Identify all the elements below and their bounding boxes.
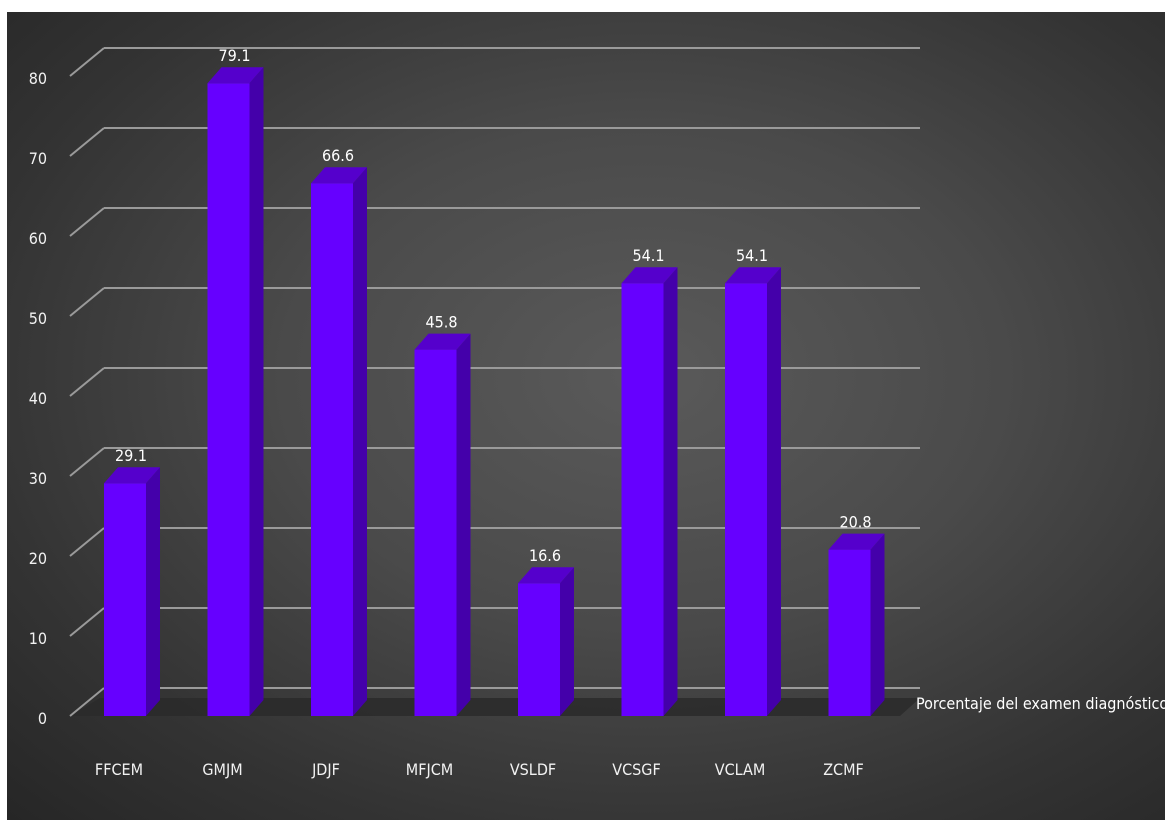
bar-top (518, 567, 574, 584)
bar-side (353, 167, 367, 716)
gridline-diagonal (69, 607, 105, 637)
bar-front (621, 283, 664, 716)
chart-floor (70, 698, 920, 716)
bar (518, 567, 574, 716)
bar-top (311, 167, 367, 184)
bar (621, 267, 678, 716)
bar-side (560, 567, 574, 716)
bar-front (311, 183, 353, 716)
data-label: 20.8 (839, 513, 871, 532)
bar (207, 67, 264, 716)
bar-front (104, 483, 146, 716)
gridline-diagonal (69, 127, 105, 157)
gridline-diagonal (69, 367, 105, 397)
x-tick-label: GMJM (202, 760, 242, 779)
gridline-diagonal (69, 47, 105, 77)
data-label: 66.6 (322, 146, 354, 165)
y-axis-ticks: 0 10 20 30 40 50 60 70 80 (29, 69, 47, 728)
y-tick-label: 60 (29, 229, 47, 248)
bar (311, 167, 367, 716)
bar-side (249, 67, 264, 716)
data-label: 54.1 (632, 246, 664, 265)
y-tick-label: 10 (29, 629, 47, 648)
bar-side (663, 267, 678, 716)
x-tick-label: ZCMF (823, 760, 864, 779)
y-tick-label: 70 (29, 149, 47, 168)
data-label: 79.1 (218, 46, 250, 65)
y-tick-label: 0 (38, 709, 47, 728)
gridlines (69, 47, 920, 717)
bar-top (725, 267, 781, 284)
bar (104, 467, 160, 716)
data-label: 54.1 (736, 246, 768, 265)
y-tick-label: 50 (29, 309, 47, 328)
bar-top (414, 333, 471, 350)
bar-side (146, 467, 160, 716)
x-axis-ticks: FFCEM GMJM JDJF MFJCM VSLDF VCSGF VCLAM ZCMF (95, 760, 864, 779)
gridline-diagonal (69, 527, 105, 557)
bar (725, 267, 781, 716)
bars (104, 67, 885, 716)
x-tick-label: JDJF (311, 760, 340, 779)
y-tick-label: 80 (29, 69, 47, 88)
bar-top (104, 467, 160, 484)
x-tick-label: VSLDF (510, 760, 556, 779)
bar-side (870, 533, 885, 716)
legend-label: Porcentaje del examen diagnóstico (916, 694, 1165, 713)
gridline-diagonal (69, 687, 105, 717)
bar (414, 333, 471, 716)
y-tick-label: 30 (29, 469, 47, 488)
bar (828, 533, 885, 716)
floor-shadow (70, 698, 920, 716)
gridline-diagonal (69, 447, 105, 477)
bar-side (456, 333, 471, 716)
bar-top (207, 67, 264, 84)
gridline-diagonal (69, 207, 105, 237)
data-labels: 29.1 79.1 66.6 45.8 16.6 54.1 54.1 20.8 (115, 46, 872, 565)
y-tick-label: 40 (29, 389, 47, 408)
data-label: 16.6 (529, 546, 561, 565)
bar-front (414, 349, 457, 716)
bar-chart: 0 10 20 30 40 50 60 70 80 29.1 79.1 66.6 45.8 16.6 54… (29, 46, 1165, 779)
bar-side (767, 267, 781, 716)
bar-top (828, 533, 885, 550)
y-tick-label: 20 (29, 549, 47, 568)
data-label: 45.8 (425, 313, 457, 332)
bar-front (518, 583, 560, 716)
x-tick-label: VCLAM (715, 760, 766, 779)
x-tick-label: FFCEM (95, 760, 143, 779)
gridline-diagonal (69, 287, 105, 317)
chart-panel: 0 10 20 30 40 50 60 70 80 29.1 79.1 66.6 45.8 16.6 54… (7, 12, 1165, 820)
data-label: 29.1 (115, 446, 147, 465)
x-tick-label: MFJCM (406, 760, 453, 779)
bar-front (828, 549, 871, 716)
x-tick-label: VCSGF (612, 760, 660, 779)
bar-front (725, 283, 767, 716)
bar-front (207, 83, 250, 716)
bar-top (621, 267, 678, 284)
